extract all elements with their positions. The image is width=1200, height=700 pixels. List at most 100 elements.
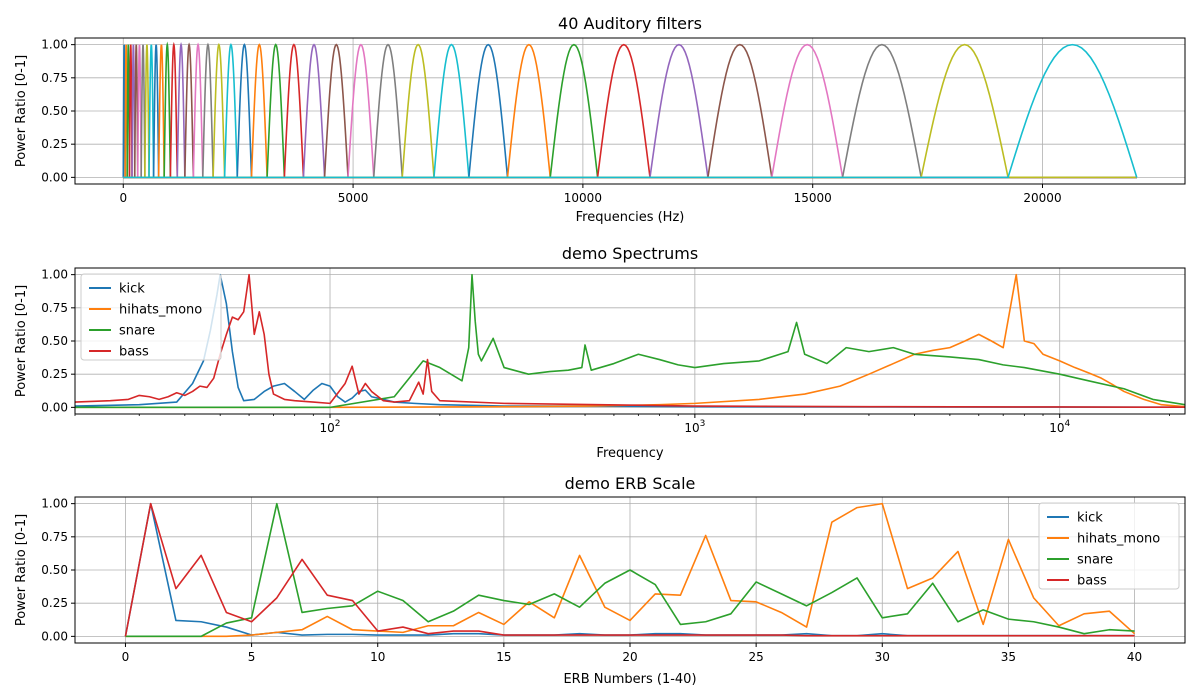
auditory-filter-line [123,43,1137,179]
erb-scale-panel: demo ERB Scale 0 5 10 15 20 25 30 35 40 0.00 0.25… [14,474,1186,687]
auditory-filters-title: 40 Auditory filters [558,14,702,33]
auditory-filters-panel: 40 Auditory filters 0 5000 10000 15000 20000… [14,14,1186,225]
erb-scale-y-tick-label: 0.00 [41,629,68,643]
auditory-filter-line [123,42,1137,179]
auditory-filter-line [123,43,1137,179]
erb-scale-y-tick-label: 0.75 [41,530,68,544]
erb-scale-x-tick-label: 30 [875,650,890,664]
auditory-filter-line [123,43,1137,179]
erb-scale-xlabel: ERB Numbers (1-40) [563,672,696,687]
spectrums-ylabel: Power Ratio [0-1] [14,285,29,397]
auditory-filter-line [123,42,1137,179]
auditory-filter-line [123,43,1137,179]
auditory-filter-line [123,44,1137,179]
erb-scale-y-tick-label: 0.25 [41,596,68,610]
erb-scale-x-tick-label: 25 [748,650,763,664]
spectrums-legend-label: hihats_mono [119,303,202,318]
auditory-filters-x-tick-label: 20000 [1023,191,1061,205]
spectrums-y-tick-label: 0.00 [41,400,68,414]
spectrums-series-bass [75,273,1185,409]
spectrums-y-tick-label: 0.75 [41,301,68,315]
auditory-filters-x-tick-label: 15000 [794,191,832,205]
auditory-filters-y-ticks: 0.00 0.25 0.50 0.75 1.00 [41,38,75,184]
auditory-filter-line [123,42,1137,179]
erb-scale-x-ticks: 0 5 10 15 20 25 30 35 40 [122,643,1142,664]
erb-scale-series [124,502,1136,638]
auditory-filter-line [123,42,1137,179]
auditory-filters-x-ticks: 0 5000 10000 15000 20000 [119,184,1062,205]
erb-scale-x-tick-label: 40 [1127,650,1142,664]
spectrums-y-ticks: 0.00 0.25 0.50 0.75 1.00 [41,268,75,414]
spectrums-x-ticks: 102 103 104 [74,414,1170,435]
erb-scale-series-hihats-mono [125,502,1136,638]
erb-scale-x-tick-label: 35 [1001,650,1016,664]
auditory-filter-line [123,43,1137,179]
auditory-filter-line [123,44,1137,179]
auditory-filters-x-tick-label: 5000 [338,191,369,205]
erb-scale-legend-label: hihats_mono [1077,532,1160,547]
auditory-filter-line [123,44,1137,179]
spectrums-legend-label: bass [119,345,149,360]
auditory-filter-line [123,42,1137,179]
spectrums-y-tick-label: 1.00 [41,268,68,282]
spectrums-panel: demo Spectrums 102 103 104 0.00 0.25 0.50 0.7… [14,244,1186,461]
erb-scale-y-tick-label: 0.50 [41,563,68,577]
spectrums-y-tick-label: 0.50 [41,334,68,348]
auditory-filter-line [123,41,1137,179]
erb-scale-x-tick-label: 20 [622,650,637,664]
spectrums-grid [75,268,1185,414]
auditory-filter-line [123,43,1137,179]
auditory-filter-line [123,43,1137,179]
auditory-filters-xlabel: Frequencies (Hz) [576,210,685,225]
erb-scale-ylabel: Power Ratio [0-1] [14,514,29,626]
auditory-filter-line [123,44,1137,179]
auditory-filter-line [123,43,1137,179]
auditory-filter-line [123,43,1137,179]
auditory-filter-line [123,43,1137,179]
spectrums-y-tick-label: 0.25 [41,367,68,381]
auditory-filters-ylabel: Power Ratio [0-1] [14,55,29,167]
spectrums-series-hihats-mono [75,273,1185,409]
auditory-filters-x-tick-label: 0 [119,191,127,205]
spectrums-x-tick-label: 102 [320,419,341,435]
auditory-filters-y-tick-label: 0.25 [41,137,68,151]
auditory-filter-line [123,43,1137,179]
erb-scale-legend-label: snare [1077,553,1113,568]
auditory-filter-line [123,41,1137,179]
spectrums-legend-box [80,273,222,361]
spectrums-legend-label: kick [119,282,145,297]
auditory-filter-line [123,43,1137,179]
erb-scale-series-snare [125,502,1135,638]
auditory-filters-y-tick-label: 0.75 [41,71,68,85]
auditory-filter-line [123,43,1137,179]
auditory-filters-y-tick-label: 0.50 [41,104,68,118]
auditory-filter-line [123,43,1138,179]
auditory-filter-line [123,44,1137,179]
erb-scale-legend-label: kick [1077,511,1103,526]
auditory-filter-line [123,44,1137,179]
erb-scale-x-tick-label: 10 [370,650,385,664]
auditory-filter-line [123,43,1137,179]
auditory-filter-line [123,44,1137,179]
spectrums-legend-label: snare [119,324,155,339]
auditory-filters-y-tick-label: 1.00 [41,38,68,52]
auditory-filter-line [123,43,1137,179]
auditory-filter-line [123,43,1137,179]
spectrums-series-snare [75,273,1185,409]
spectrums-x-tick-label: 104 [1049,419,1070,435]
erb-scale-title: demo ERB Scale [565,474,696,493]
auditory-filters-y-tick-label: 0.00 [41,170,68,184]
spectrums-title: demo Spectrums [562,244,698,263]
erb-scale-series-bass [124,502,1135,637]
erb-scale-x-tick-label: 5 [248,650,256,664]
auditory-filters-x-tick-label: 10000 [564,191,602,205]
auditory-filters-series [122,41,1138,179]
erb-scale-legend-label: bass [1077,574,1107,589]
erb-scale-x-tick-label: 0 [122,650,130,664]
auditory-filter-line [123,43,1137,179]
auditory-filter-line [123,43,1137,179]
erb-scale-legend-box [1038,502,1180,590]
erb-scale-y-tick-label: 1.00 [41,497,68,511]
